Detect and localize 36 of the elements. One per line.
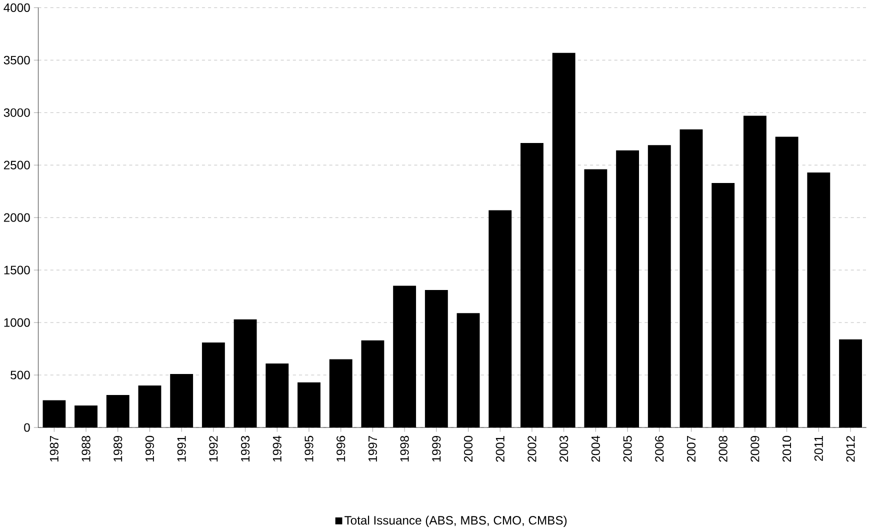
x-tick-label: 2009 <box>750 436 760 462</box>
x-tick-label: 2006 <box>655 436 664 462</box>
x-tick-label: 2007 <box>686 436 696 462</box>
y-tick-label: 3000 <box>4 108 30 117</box>
legend-label: Total Issuance (ABS, MBS, CMO, CMBS) <box>344 516 567 527</box>
x-tick-label: 2008 <box>718 436 728 462</box>
y-tick-label: 500 <box>10 370 30 380</box>
y-tick-label: 4000 <box>4 3 30 12</box>
x-tick-label: 1994 <box>272 436 282 462</box>
x-tick-label: 2005 <box>623 436 632 462</box>
y-tick-label: 1000 <box>4 318 30 327</box>
x-tick-label: 2002 <box>528 436 536 462</box>
x-tick-label: 1995 <box>304 436 314 462</box>
x-tick-label: 2000 <box>464 436 473 462</box>
x-tick-label: 1993 <box>241 436 250 462</box>
y-tick-label: 3500 <box>4 56 30 64</box>
x-tick-label: 1987 <box>50 436 58 462</box>
y-tick-label: 2500 <box>4 160 30 170</box>
y-tick-label: 2000 <box>4 213 30 222</box>
x-tick-label: 1999 <box>432 436 441 462</box>
x-tick-label: 2012 <box>846 436 855 462</box>
x-tick-label: 1998 <box>400 436 409 462</box>
y-tick-label: 1500 <box>4 266 30 274</box>
y-tick-label: 0 <box>24 423 30 432</box>
x-tick-label: 1990 <box>145 436 154 462</box>
x-tick-label: 1997 <box>368 436 377 462</box>
x-tick-label: 2011 <box>814 436 823 461</box>
x-tick-label: 1992 <box>209 436 218 462</box>
x-tick-label: 2001 <box>496 436 504 462</box>
x-tick-label: 1989 <box>114 436 122 462</box>
x-tick-label: 1996 <box>336 436 346 462</box>
x-tick-label: 1988 <box>82 436 90 462</box>
x-tick-label: 2010 <box>782 436 792 462</box>
x-tick-label: 1991 <box>177 436 186 462</box>
x-tick-label: 2004 <box>591 436 600 462</box>
x-tick-label: 2003 <box>560 436 568 462</box>
